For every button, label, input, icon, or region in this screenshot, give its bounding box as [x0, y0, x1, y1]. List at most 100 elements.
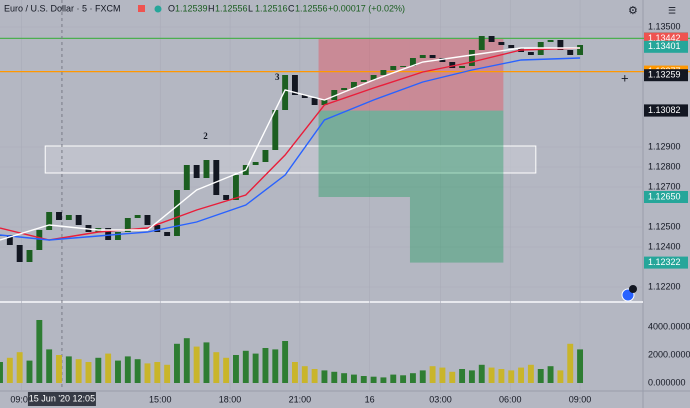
- price-badge-label: 1.12322: [648, 257, 681, 267]
- candle-body: [115, 232, 121, 240]
- volume-bar: [370, 376, 377, 383]
- price-badge-label: 1.13442: [648, 33, 681, 43]
- crosshair-badge: [27, 392, 96, 406]
- ohlc-letter: O: [168, 3, 175, 13]
- price-badge: [644, 69, 688, 82]
- volume-bar: [95, 357, 102, 383]
- candle-body: [350, 82, 357, 88]
- x-tick-label: 18:00: [219, 394, 242, 404]
- y-tick-label: 1.12900: [648, 141, 681, 151]
- candle-body: [154, 225, 161, 232]
- candle-body: [262, 150, 269, 162]
- volume-bar: [527, 364, 534, 383]
- volume-bar: [341, 373, 348, 383]
- volume-bar: [468, 370, 475, 383]
- volume-bar: [233, 354, 239, 383]
- candle-body: [203, 160, 210, 178]
- volume-bar: [518, 367, 525, 383]
- flag-icon[interactable]: [138, 5, 145, 12]
- price-badge-label: 1.13401: [648, 41, 681, 51]
- y-tick-label: 1.12800: [648, 161, 681, 171]
- candle-body: [498, 42, 505, 45]
- volume-bar: [419, 370, 426, 383]
- settings-icon[interactable]: ⚙: [628, 5, 638, 17]
- candle-body: [567, 50, 574, 55]
- candle-body: [193, 165, 200, 178]
- candle-body: [252, 162, 259, 165]
- candle-body: [164, 232, 171, 236]
- volume-tick-label: 2000.000000: [648, 349, 690, 359]
- alert-count: [629, 285, 637, 293]
- x-tick-label: 09:00: [569, 394, 592, 404]
- candle-body: [56, 212, 62, 220]
- candle-body: [213, 160, 220, 195]
- volume-bar: [498, 368, 505, 383]
- volume-bar: [124, 356, 131, 383]
- candle-body: [409, 58, 416, 66]
- candle-body: [6, 235, 13, 245]
- volume-bar: [577, 349, 584, 383]
- volume-bar: [350, 374, 357, 383]
- x-tick-label: 06:00: [499, 394, 522, 404]
- volume-bar: [193, 346, 200, 383]
- candle-body: [439, 58, 446, 62]
- candle-body: [360, 80, 367, 82]
- candle-body: [459, 66, 466, 68]
- volume-bar: [429, 366, 436, 383]
- candle-body: [291, 75, 298, 95]
- volume-bar: [537, 368, 544, 383]
- candle-body: [16, 245, 23, 262]
- volume-bar: [242, 350, 249, 383]
- price-badge: [644, 191, 688, 203]
- ohlc-value: 1.12556: [295, 3, 328, 13]
- x-tick-label: 15:00: [149, 394, 172, 404]
- volume-bar: [36, 319, 43, 383]
- candle-body: [380, 70, 387, 75]
- volume-bar: [439, 367, 446, 383]
- volume-bar: [459, 368, 466, 383]
- menu-icon[interactable]: ☰: [668, 5, 676, 15]
- candle-body: [321, 100, 328, 105]
- volume-bar: [174, 343, 180, 383]
- volume-bar: [400, 375, 407, 383]
- volume-bar: [134, 359, 141, 383]
- candle-body: [233, 175, 239, 200]
- volume-bar: [311, 368, 318, 383]
- candle-body: [508, 45, 515, 48]
- volume-bar: [409, 373, 416, 383]
- candle-body: [341, 88, 348, 90]
- ohlc-value: 1.12556: [215, 3, 248, 13]
- volume-bar: [6, 357, 13, 383]
- annotation: 2: [203, 131, 208, 141]
- candle-body: [370, 75, 377, 80]
- candle-body: [419, 55, 426, 58]
- price-badge: [644, 104, 688, 117]
- price-badge-label: 1.13259: [648, 70, 681, 80]
- candle-body: [272, 110, 279, 150]
- volume-bar: [567, 343, 574, 383]
- candle-body: [577, 45, 584, 55]
- volume-bar: [213, 352, 220, 383]
- candle-body: [183, 165, 190, 190]
- moving-average: [0, 57, 581, 241]
- candle-body: [449, 62, 456, 68]
- volume-bar: [56, 354, 62, 383]
- volume-bar: [282, 340, 289, 383]
- volume-bar: [360, 375, 367, 383]
- volume-bar: [46, 349, 53, 383]
- volume-bar: [154, 361, 161, 383]
- candle-body: [527, 52, 534, 55]
- ohlc-value: 1.12516: [255, 3, 288, 13]
- x-tick-label: 09:00: [10, 394, 33, 404]
- x-tick-label: 03:00: [429, 394, 452, 404]
- x-tick-label: 21:00: [289, 394, 312, 404]
- candle-body: [301, 95, 308, 98]
- crosshair-plus[interactable]: +: [621, 70, 629, 85]
- volume-bar: [272, 349, 279, 383]
- volume-bar: [252, 353, 259, 383]
- candle-body: [223, 195, 230, 200]
- volume-bar: [85, 361, 92, 383]
- candle-body: [105, 228, 112, 240]
- volume-bar: [331, 371, 338, 383]
